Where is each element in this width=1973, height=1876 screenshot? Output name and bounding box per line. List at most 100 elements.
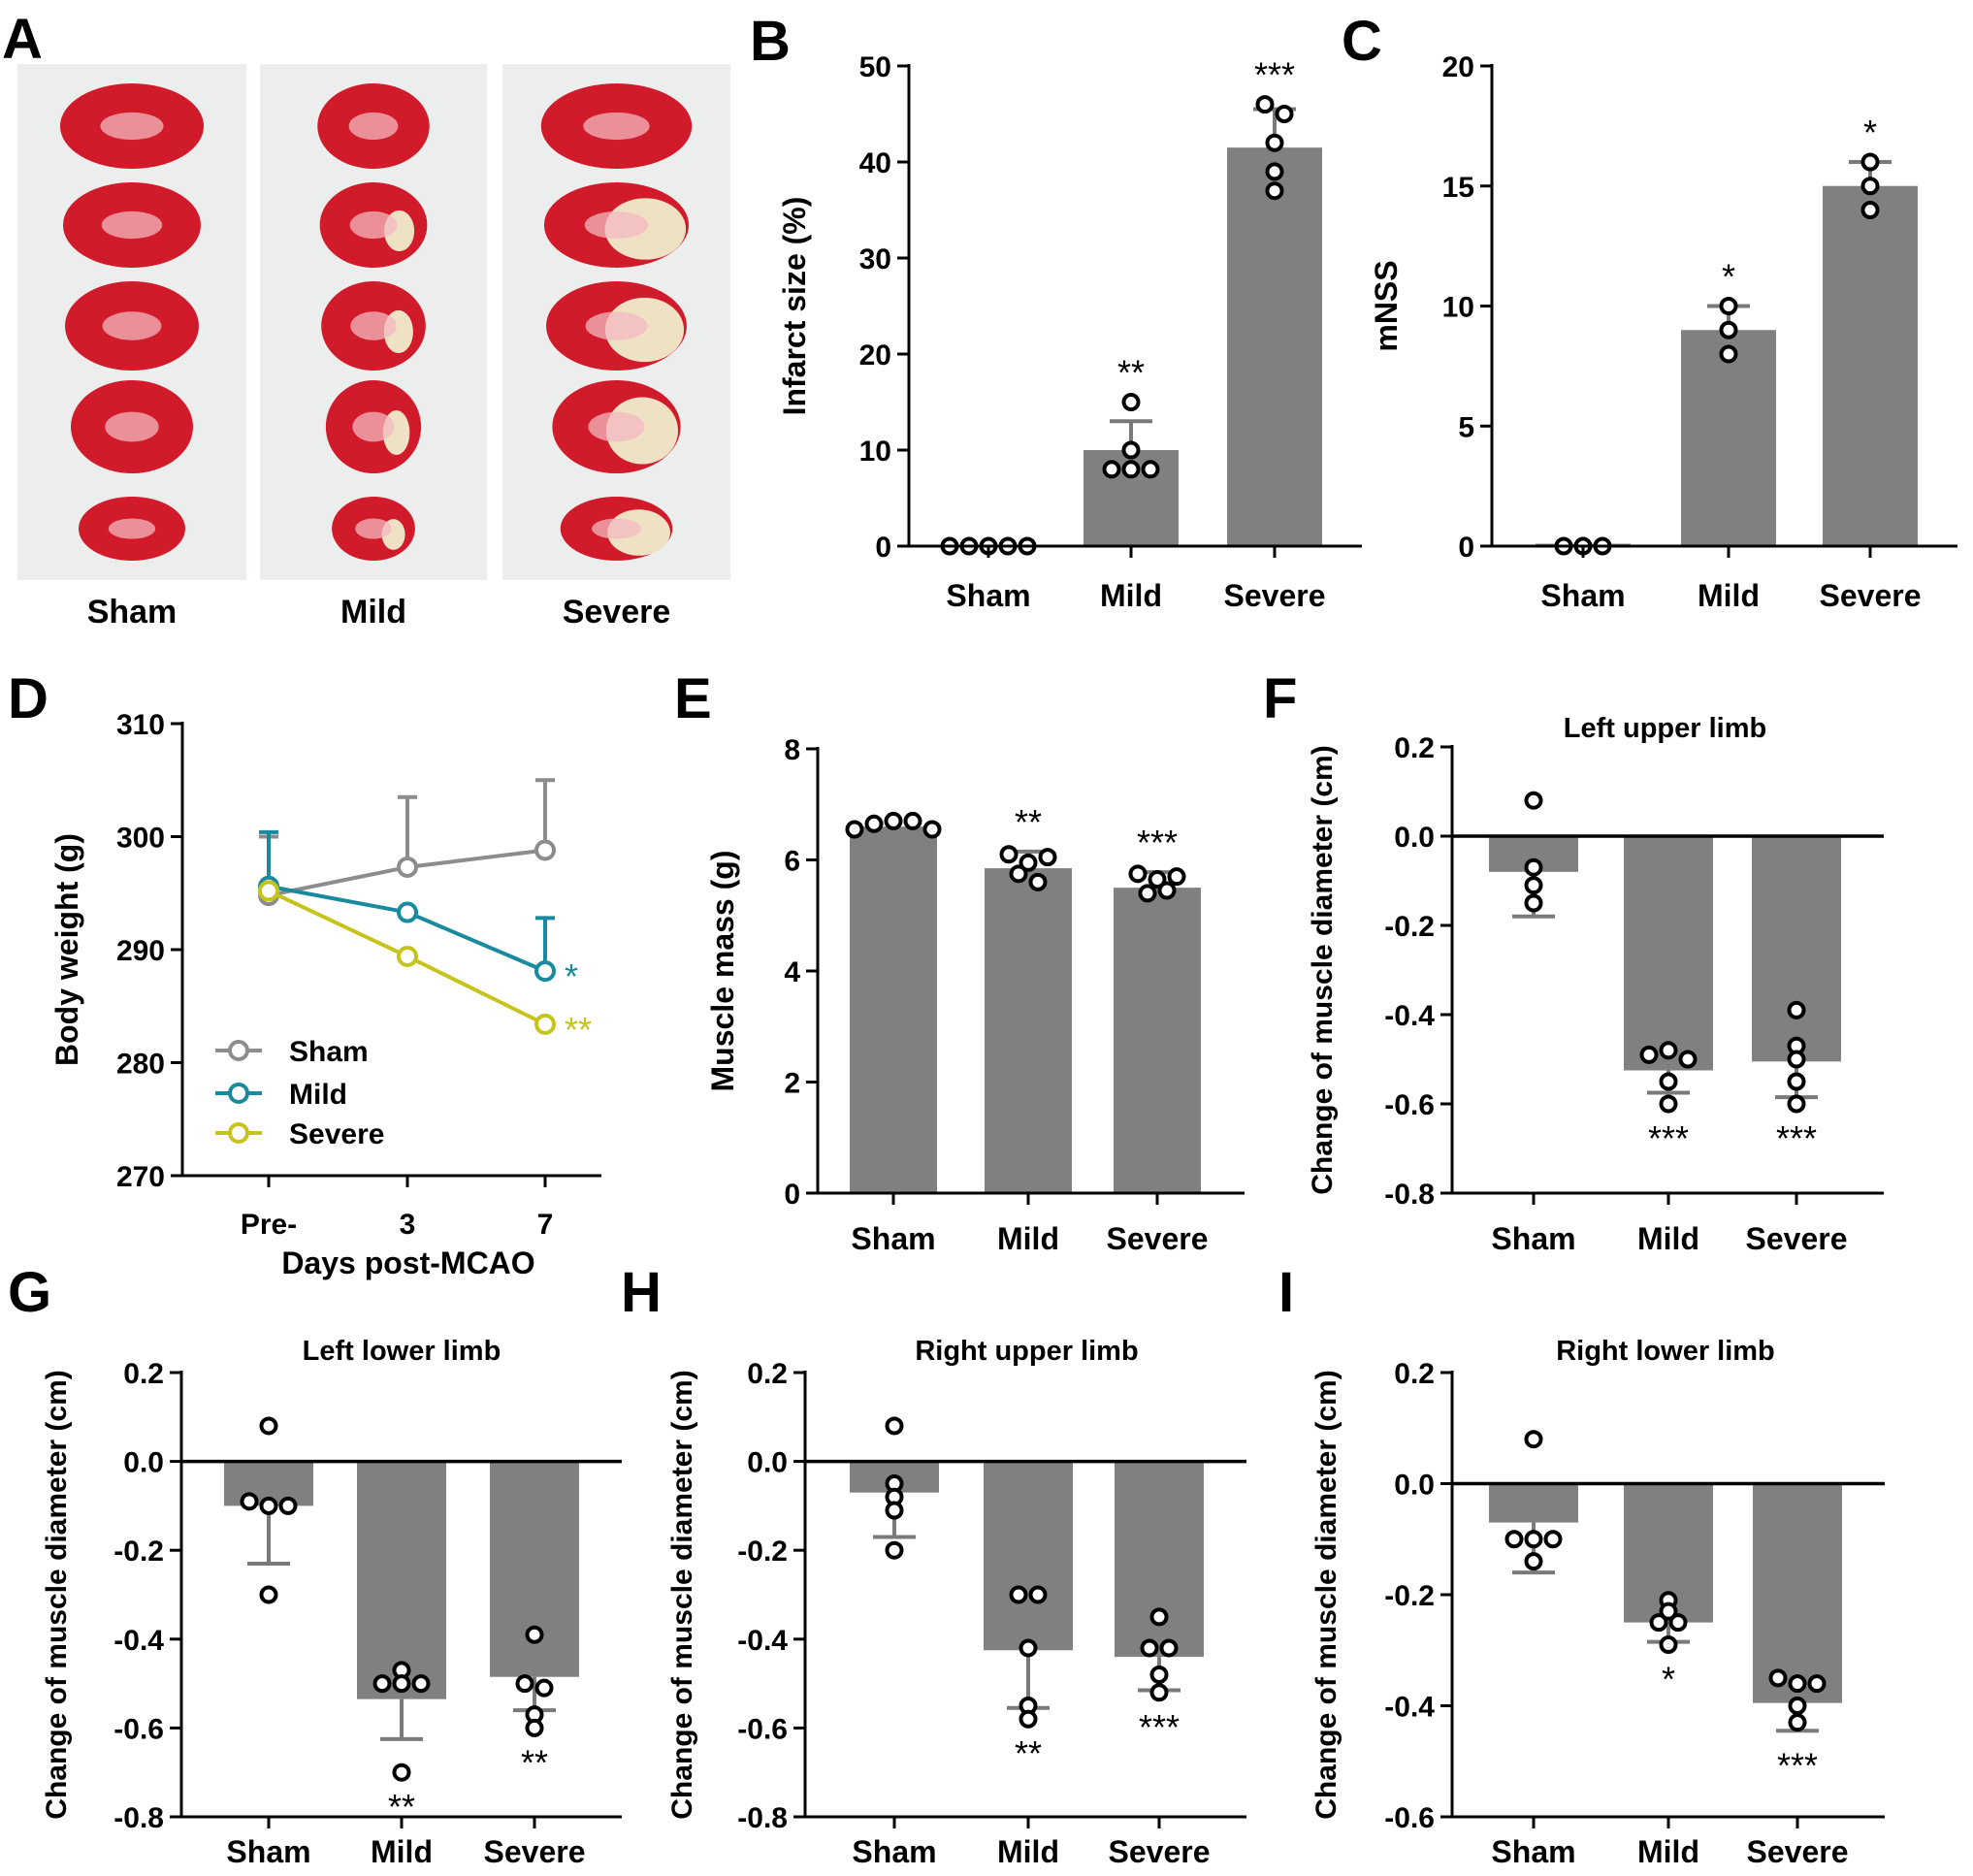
bar-mild [1624,836,1713,1071]
y-tick-label: 50 [859,51,891,83]
significance-label: * [1722,257,1735,297]
panel-h-letter: H [621,1261,662,1324]
series-point-mild [534,960,556,983]
x-tick-label-sham: Sham [852,1834,936,1869]
white-matter [100,112,164,141]
data-point [1659,1072,1678,1091]
data-point [1524,1430,1543,1449]
y-tick-label: 10 [1442,292,1474,324]
x-tick-label-mild: Mild [997,1834,1059,1869]
panel-f-left-upper-limb-chart: F Left upper limb *** *** -0.8 -0.6 -0.4 -0.2 0.… [1263,667,1884,1256]
x-tick-label-mild: Mild [1637,1834,1699,1869]
data-point [1140,1638,1159,1658]
data-point [1019,1709,1038,1729]
x-tick-label-severe: Severe [1746,1221,1848,1256]
legend-entry-severe: Severe [215,1118,384,1150]
data-point [1659,1041,1678,1060]
bar-sham [1489,1483,1578,1523]
data-point [1668,1613,1688,1633]
y-axis-label: Change of muscle diameter (cm) [1310,1370,1342,1819]
group-label-severe: Severe [563,594,671,631]
data-point [903,811,922,830]
y-tick-label: -0.4 [1384,1692,1435,1724]
data-point [1659,1094,1678,1114]
panel-i-letter: I [1278,1261,1294,1324]
legend-label: Sham [289,1036,369,1068]
x-tick-label-severe: Severe [484,1834,586,1869]
x-tick-label-mild: Mild [997,1221,1059,1256]
data-point [885,1540,904,1560]
data-point [1265,162,1284,181]
y-tick-label: 0.0 [1394,1470,1435,1502]
white-matter [583,112,650,141]
series-point-severe [397,945,418,967]
data-point [372,1674,392,1694]
bar-severe [490,1461,579,1677]
x-tick-label-mild: Mild [371,1834,433,1869]
series-point-severe [258,880,279,902]
significance-label: ** [1117,353,1145,393]
data-point [1543,1530,1563,1549]
series-point-severe [534,1013,556,1035]
data-point [999,845,1019,864]
panel-b-letter: B [750,10,791,73]
y-tick-label: -0.2 [1384,1580,1435,1612]
y-axis-label: Change of muscle diameter (cm) [41,1370,73,1819]
data-point [240,1492,259,1511]
data-point [1121,460,1141,479]
white-matter [588,411,645,442]
y-tick-label: 4 [784,956,800,988]
legend-entry-sham: Sham [215,1036,369,1068]
data-point [1009,864,1028,884]
data-point [1788,1697,1807,1715]
data-point [1719,320,1738,340]
data-point [1678,1050,1698,1069]
bar-mild [984,1461,1073,1651]
bar-severe [1753,1483,1842,1703]
data-point [1860,177,1880,196]
y-tick-label: -0.2 [113,1536,164,1568]
data-point [1787,1000,1806,1019]
legend-label: Severe [289,1118,384,1150]
significance-label: *** [1776,1118,1817,1158]
y-tick-label: 270 [116,1161,165,1193]
data-point [1149,1665,1169,1684]
data-point [1128,864,1148,884]
y-tick-label: 0.0 [747,1447,788,1479]
series-point-mild [397,901,418,923]
data-point [1121,440,1141,460]
data-point [1524,857,1543,877]
x-tick-label-sham: Sham [946,578,1030,613]
series-point-sham [397,856,418,878]
legend-marker [228,1122,249,1144]
x-tick-label-sham: Sham [1491,1834,1575,1869]
panel-c-letter: C [1342,10,1382,73]
data-point [1149,1607,1169,1627]
chart-title: Right upper limb [915,1336,1138,1367]
white-matter [101,210,163,240]
bar-severe [1114,888,1201,1193]
x-tick-label: 3 [400,1209,416,1241]
y-tick-label: -0.6 [1384,1802,1435,1834]
bar-severe [1823,185,1918,546]
y-tick-label: 5 [1458,411,1474,443]
x-tick-label: 7 [537,1209,554,1241]
y-tick-label: 280 [116,1049,165,1081]
y-tick-label: 0 [1458,532,1474,564]
y-tick-label: -0.8 [113,1802,164,1834]
data-point [1649,1613,1668,1633]
data-point [1524,893,1543,913]
significance-label: *** [1137,823,1178,862]
x-axis-label: Days post-MCAO [281,1245,534,1280]
data-point [1807,1674,1827,1694]
data-point [1639,1045,1659,1064]
data-point [1860,152,1880,172]
data-point [1149,1683,1169,1702]
group-label-mild: Mild [340,594,406,631]
x-tick-label-severe: Severe [1224,578,1326,613]
white-matter [592,518,641,539]
bar-sham [850,826,937,1193]
significance-label: ** [1015,1733,1042,1773]
